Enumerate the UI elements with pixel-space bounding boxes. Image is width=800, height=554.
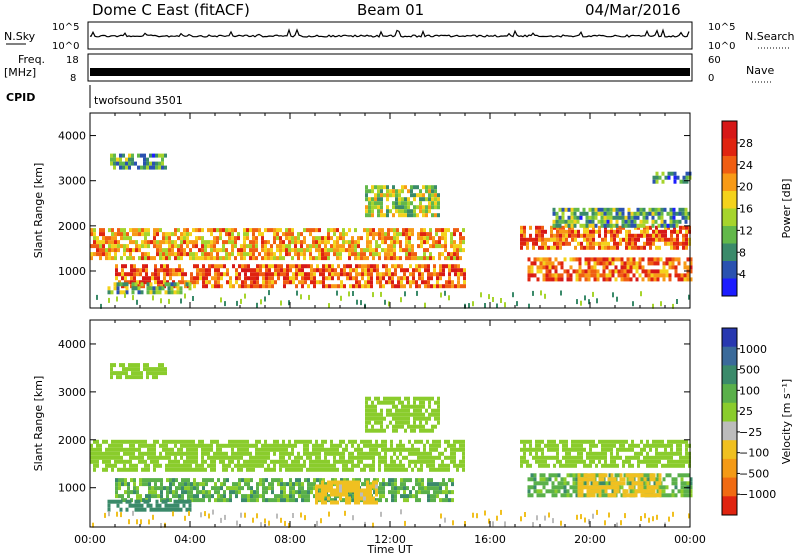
velocity-colorbar-tick: 100 [739,384,760,397]
date-label: 04/Mar/2016 [585,1,681,19]
velocity-colorbar-cell [722,421,737,441]
freq-trace [90,68,690,76]
velocity-echo-band [365,396,440,433]
velocity-ytick-label: 3000 [58,386,86,399]
power-colorbar-cell [722,208,737,227]
power-echo-band [365,185,440,218]
power-panel: 4000 3000 2000 1000 Slant Range [km] 28 24 20 16… [32,112,793,309]
power-colorbar-cell [722,243,737,262]
velocity-ytick-label: 4000 [58,338,86,351]
velocity-echo-band [107,499,192,512]
power-ytick-label: 4000 [58,130,86,143]
velocity-colorbar-cell [722,477,737,497]
velocity-colorbar-cell [722,328,737,348]
nave-tick-top: 60 [708,55,721,66]
power-colorbar-cell [722,226,737,244]
velocity-colorbar-cell [722,346,737,366]
nave-tick-bottom: 0 [708,73,714,84]
freq-tick-bottom: 8 [70,73,76,84]
power-colorbar-cell [722,278,737,297]
power-ylabel: Slant Range [km] [32,163,45,259]
nsky-tick-top: 10^5 [52,22,79,33]
xtick-label: 08:00 [274,533,306,546]
power-colorbar-cell [722,191,737,209]
nsky-trace [89,28,690,38]
power-echo-band [107,282,192,295]
power-echo-band [90,228,465,261]
freq-tick-top: 18 [66,55,79,66]
velocity-colorbar-tick: 25 [739,405,753,418]
velocity-ytick-label: 1000 [58,482,86,495]
xlabel: Time UT [366,543,412,554]
xtick-label: 20:00 [574,533,606,546]
velocity-echo-band [110,363,167,380]
velocity-colorbar-cell [722,384,737,404]
velocity-colorbar-tick: −25 [739,426,762,439]
power-colorbar-label: Power [dB] [780,179,793,239]
velocity-colorbar-tick: −500 [739,467,769,480]
cpid-value: twofsound 3501 [94,94,183,107]
velocity-echo-band [520,439,691,468]
nave-label: Nave [746,64,774,77]
power-colorbar-tick: 8 [739,246,746,259]
velocity-echo-band [90,439,465,472]
xtick-label: 12:00 [374,533,406,546]
power-colorbar-tick: 28 [739,137,753,150]
power-colorbar-cell [722,121,737,139]
power-colorbar-cell [722,138,737,157]
velocity-colorbar-cell [722,402,737,422]
velocity-colorbar-tick: −100 [739,447,769,460]
power-colorbar-cell [722,261,737,279]
power-colorbar: 28 24 20 16 12 8 4 Power [dB] [721,120,793,297]
velocity-colorbar-cell [722,458,737,479]
power-echo-band [527,257,693,282]
radar-title: Dome C East (fitACF) [92,1,250,19]
xtick-label: 00:00 [674,533,706,546]
power-ytick-label: 3000 [58,175,86,188]
velocity-colorbar-cell [722,440,737,460]
power-colorbar-tick: 4 [739,268,746,281]
power-colorbar-tick: 16 [739,203,753,216]
power-echo-band [110,153,167,170]
nsky-label: N.Sky [4,30,36,43]
power-colorbar-tick: 20 [739,181,753,194]
xtick-label: 04:00 [174,533,206,546]
power-ytick-label: 2000 [58,220,86,233]
velocity-colorbar-label: Velocity [m s⁻¹] [780,379,793,464]
xtick-label: 16:00 [474,533,506,546]
velocity-colorbar-tick: 500 [739,364,760,377]
freq-label: Freq. [18,53,45,66]
velocity-echo-band [577,473,662,498]
nsearch-label: N.Search [745,30,795,43]
time-axis: 00:00 04:00 08:00 12:00 16:00 20:00 00:00 Time … [74,533,706,554]
velocity-colorbar: 1000 500 100 25 −25 −100 −500 −1000 Velocity [m … [721,327,793,516]
velocity-colorbar-tick: 1000 [739,343,767,356]
freq-unit: [MHz] [4,66,36,79]
velocity-colorbar-cell [722,365,737,385]
velocity-echo-band [315,480,378,505]
power-colorbar-cell [722,173,737,192]
velocity-ylabel: Slant Range [km] [32,376,45,472]
nsearch-tick-top: 10^5 [708,22,735,33]
power-colorbar-cell [722,156,737,174]
cpid-label: CPID [6,91,35,104]
nsky-tick-bottom: 10^0 [52,41,79,52]
velocity-ytick-label: 2000 [58,434,86,447]
power-echo-band [552,207,691,228]
xtick-label: 00:00 [74,533,106,546]
velocity-colorbar-cell [722,496,737,516]
beam-label: Beam 01 [357,1,424,19]
freq-strip-frame [87,53,693,82]
nsearch-tick-bottom: 10^0 [708,41,735,52]
power-colorbar-tick: 12 [739,224,753,237]
nsky-strip-frame [87,21,693,50]
velocity-colorbar-tick: −1000 [739,488,776,501]
velocity-ground-scatter [92,509,690,528]
power-colorbar-tick: 24 [739,159,753,172]
power-ytick-label: 1000 [58,265,86,278]
